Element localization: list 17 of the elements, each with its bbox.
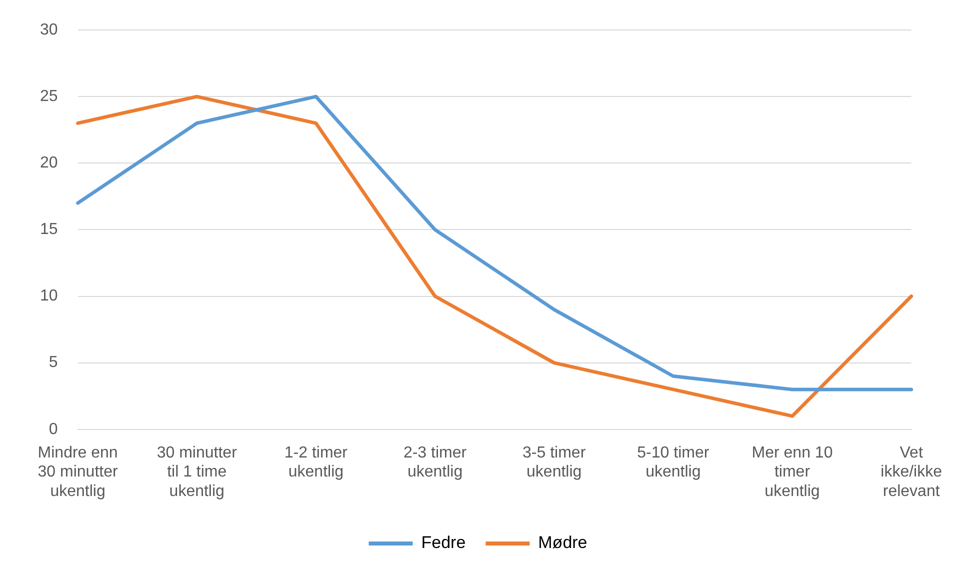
y-tick-label: 25 (40, 88, 58, 105)
x-tick-label: Mer enn 10 timer ukentlig (752, 444, 833, 500)
y-tick-label: 0 (48, 420, 58, 438)
x-tick-label: 5-10 timer ukentlig (637, 444, 710, 481)
x-tick-label: 30 minutter til 1 time ukentlig (156, 444, 238, 500)
x-tick-label: 3-5 timer ukentlig (522, 444, 586, 481)
y-tick-label: 15 (40, 221, 58, 238)
x-tick-label: 2-3 timer ukentlig (403, 444, 468, 481)
x-tick-label: 1-2 timer ukentlig (284, 444, 348, 481)
x-tick-label: Vet ikke/ikke relevant (880, 444, 942, 500)
legend-label: Fedre (421, 533, 466, 552)
y-tick-label: 5 (48, 354, 58, 372)
legend-label: Mødre (538, 533, 588, 552)
y-tick-label: 20 (40, 154, 58, 172)
y-tick-label: 10 (40, 288, 58, 305)
x-tick-label: Mindre enn 30 minutter ukentlig (38, 444, 118, 500)
y-tick-label: 30 (40, 21, 58, 38)
